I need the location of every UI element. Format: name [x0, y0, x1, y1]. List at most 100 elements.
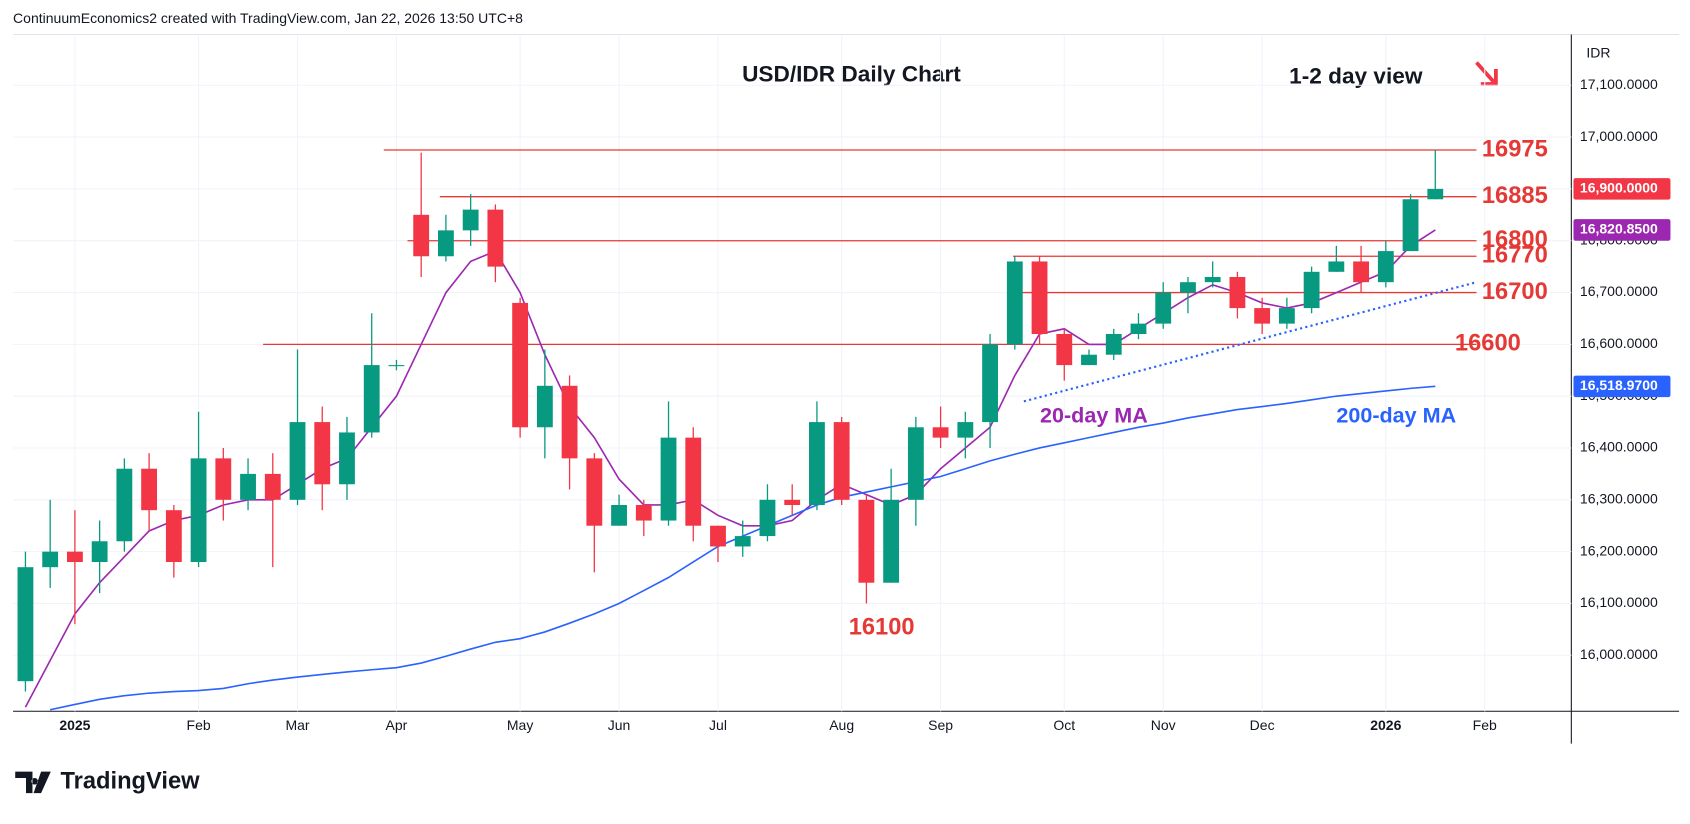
candle-body — [314, 422, 331, 485]
candle — [660, 401, 677, 526]
price-label-box — [1573, 219, 1671, 241]
candle — [17, 551, 34, 692]
candle — [438, 214, 454, 262]
candle — [932, 406, 949, 448]
candle-body — [116, 468, 133, 542]
candle — [635, 499, 652, 537]
x-tick-label: Jul — [709, 717, 727, 733]
candle — [685, 427, 702, 542]
x-tick-label: Feb — [1473, 717, 1497, 733]
candle — [883, 468, 900, 583]
chart-title: USD/IDR Daily Chart — [742, 61, 961, 86]
candle — [42, 499, 59, 588]
candle-body — [42, 551, 59, 568]
candle-body — [1155, 292, 1172, 324]
candle-body — [215, 458, 232, 500]
x-tick-label: Mar — [285, 717, 309, 733]
candle-body — [289, 422, 306, 500]
candle-body — [1056, 333, 1073, 366]
x-tick-label: Sep — [928, 717, 953, 733]
x-tick-label: May — [507, 717, 533, 733]
candle-body — [1105, 333, 1122, 355]
y-tick-label: 16,400.0000 — [1580, 439, 1658, 455]
candle — [91, 520, 108, 594]
candle — [1031, 256, 1048, 345]
level-label: 16770 — [1482, 243, 1548, 269]
candle — [833, 416, 850, 505]
y-tick-label: 17,100.0000 — [1580, 76, 1658, 92]
y-tick-label: 16,000.0000 — [1580, 646, 1658, 662]
candle-body — [561, 385, 578, 459]
candle — [512, 297, 529, 438]
candle — [907, 416, 924, 526]
candle-body — [1130, 323, 1147, 334]
y-tick-label: 16,600.0000 — [1580, 335, 1658, 351]
price-label: 16,820.8500 — [1580, 221, 1658, 237]
candle-body — [339, 432, 355, 485]
ma-label: 200-day MA — [1336, 403, 1456, 428]
candle-body — [1402, 199, 1419, 252]
candle — [1353, 245, 1369, 293]
candle — [784, 484, 801, 516]
price-label-box — [1573, 178, 1671, 200]
candle-body — [17, 567, 34, 682]
candle — [1180, 276, 1196, 314]
candle-body — [932, 427, 949, 438]
candle-body — [1427, 188, 1444, 200]
candle — [957, 411, 974, 459]
y-tick-label: 16,200.0000 — [1580, 542, 1658, 558]
candle-body — [907, 427, 924, 500]
y-tick-label: 16,300.0000 — [1580, 491, 1658, 507]
candle-body — [883, 499, 900, 583]
logo-text: TradingView — [60, 769, 200, 795]
currency: IDR — [1586, 45, 1610, 61]
candle — [586, 453, 603, 573]
candle-body — [462, 209, 479, 231]
candle — [413, 152, 430, 277]
ma-label: 20-day MA — [1040, 403, 1148, 428]
candle-body — [363, 365, 380, 433]
price-label: 16,518.9700 — [1580, 377, 1658, 393]
candle-body — [957, 422, 974, 438]
y-tick-label: 16,100.0000 — [1580, 594, 1658, 610]
candle — [462, 194, 479, 246]
chart-subtitle: 1-2 day view — [1289, 64, 1423, 89]
candle-body — [586, 458, 603, 526]
candle — [388, 359, 405, 371]
candle-body — [240, 473, 256, 500]
candle — [165, 504, 182, 578]
candle — [1204, 261, 1221, 288]
x-tick-label: Oct — [1053, 717, 1075, 733]
candle — [363, 313, 380, 438]
candle — [1328, 245, 1345, 272]
candle-body — [1353, 261, 1369, 283]
candle-body — [438, 230, 454, 257]
level-label: 16700 — [1482, 279, 1548, 305]
candle — [1402, 194, 1419, 252]
trendline — [1023, 281, 1477, 403]
candle — [190, 411, 207, 568]
level-label: 16600 — [1455, 331, 1521, 357]
candle-body — [165, 510, 182, 562]
candle — [1303, 266, 1320, 314]
x-tick-label: Dec — [1250, 717, 1275, 733]
candle-body — [1377, 251, 1394, 283]
candle — [215, 447, 232, 521]
candle — [1006, 256, 1023, 350]
candle — [264, 453, 281, 568]
price-label-box — [1573, 375, 1671, 398]
ma-line — [24, 229, 1436, 708]
candle-body — [1328, 261, 1345, 272]
candle-body — [1081, 354, 1097, 366]
candle-body — [536, 385, 553, 428]
level-label: 16975 — [1482, 136, 1548, 162]
candle-body — [858, 499, 875, 583]
candle-body — [660, 437, 677, 521]
candle-body — [512, 302, 529, 428]
candle — [561, 375, 578, 490]
header: ContinuumEconomics2 created with Trading… — [13, 10, 523, 26]
candle — [710, 525, 726, 562]
y-tick-label: 16,700.0000 — [1580, 283, 1658, 299]
x-tick-label: Nov — [1151, 717, 1176, 733]
